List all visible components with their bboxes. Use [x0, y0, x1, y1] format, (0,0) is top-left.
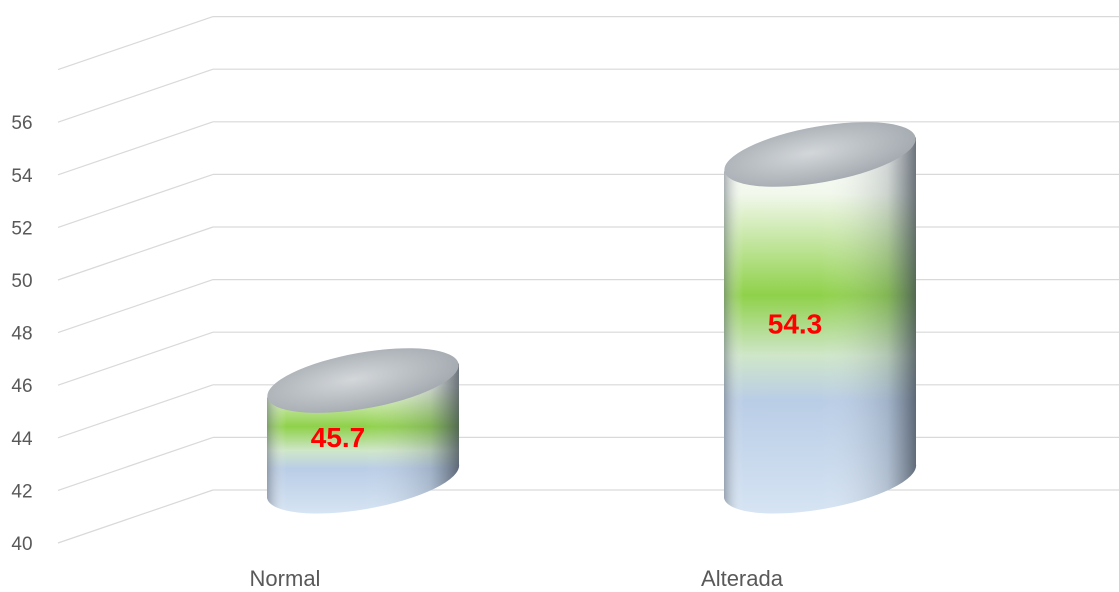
gridline-diagonal — [57, 279, 214, 334]
gridline-diagonal — [57, 173, 214, 228]
cylinder-bar — [267, 348, 460, 514]
y-tick-label: 46 — [11, 376, 32, 397]
gridline-diagonal — [57, 68, 214, 123]
x-category-label: Alterada — [701, 566, 784, 591]
gridline-diagonal — [57, 121, 214, 176]
y-tick-label: 42 — [11, 481, 32, 502]
y-tick-label: 48 — [11, 324, 32, 345]
data-label: 54.3 — [768, 309, 823, 340]
gridline-diagonal — [57, 226, 214, 281]
gridline-diagonal — [57, 489, 214, 544]
y-tick-label: 50 — [11, 271, 32, 292]
gridline-diagonal — [57, 16, 214, 71]
x-axis-category-labels: Normal Alterada — [250, 566, 784, 591]
y-axis-tick-labels: 40 42 44 46 48 50 52 54 56 — [11, 113, 33, 555]
cylinder-bar — [724, 122, 917, 514]
gridline-diagonal — [57, 384, 214, 439]
cylinder-shading — [724, 137, 917, 514]
y-tick-label: 52 — [11, 218, 32, 239]
x-category-label: Normal — [250, 566, 321, 591]
gridline-diagonal — [57, 436, 214, 491]
cylinder-top — [267, 348, 459, 413]
y-tick-label: 44 — [11, 429, 33, 450]
gridlines — [57, 16, 1119, 544]
y-tick-label: 54 — [11, 166, 33, 187]
y-tick-label: 56 — [11, 113, 32, 134]
cylinder-bars — [267, 122, 917, 514]
data-label: 45.7 — [311, 422, 366, 453]
gridline-diagonal — [57, 331, 214, 386]
y-tick-label: 40 — [11, 534, 32, 555]
data-labels: 45.7 54.3 — [311, 309, 823, 453]
cylinder-top — [724, 122, 916, 187]
